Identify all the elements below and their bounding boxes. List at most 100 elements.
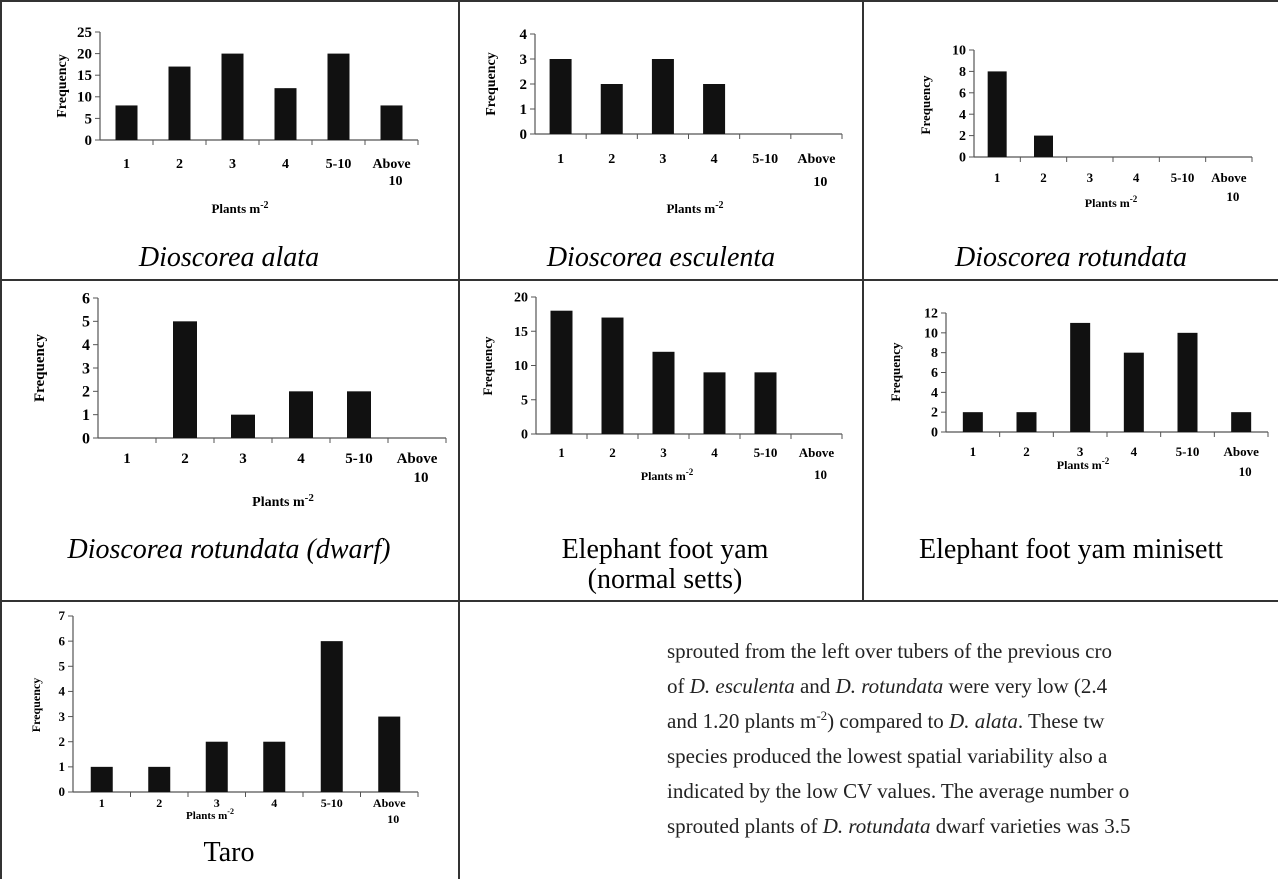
- chart-panel-taro: 0 1 2 3 4 5 6 7 1 2 3 4 5-10 Above 10 Frequency Plants m…: [0, 602, 458, 879]
- x-tick-label: 3: [1077, 444, 1084, 459]
- bar: [320, 641, 343, 792]
- x-tick-label: 4: [711, 152, 718, 167]
- body-text-span: ) compared to: [827, 709, 950, 733]
- bar: [263, 741, 286, 792]
- y-tick-label: 10: [952, 44, 966, 59]
- body-line: of D. esculenta and D. rotundata were ve…: [667, 669, 1278, 704]
- y-tick-label: 15: [77, 68, 92, 84]
- body-text-span: dwarf varieties was 3.5: [930, 814, 1131, 838]
- x-tick-label: 2: [1040, 170, 1047, 185]
- species-name: D. esculenta: [689, 674, 795, 698]
- x-tick-label: 3: [659, 152, 666, 167]
- bar: [1034, 135, 1053, 157]
- x-axis-label-text: Plants m: [641, 469, 686, 483]
- y-tick-label: 20: [77, 47, 92, 63]
- x-tick-label: 5-10: [752, 152, 778, 167]
- x-axis-label: Plants m-2: [252, 492, 314, 510]
- x-tick-label: 2: [609, 445, 616, 460]
- chart-panel-elephant-foot-yam-normal: 0 5 10 15 20 1 2 3 4 5-10 Above 10 Frequency Plants m…: [460, 281, 862, 600]
- x-tick-label: 1: [557, 152, 564, 167]
- y-tick-label: 5: [521, 393, 528, 408]
- chart-panel-dioscorea-rotundata: 0 2 4 6 8 10 1 2 3 4 5-10 Above 10 Frequency Plants m-…: [864, 0, 1278, 279]
- chart-panel-dioscorea-alata: 0 5 10 15 20 25 1 2 3 4 5-10 Above 10 Frequency Plants…: [0, 0, 458, 279]
- y-axis-label: Frequency: [888, 342, 903, 401]
- y-tick-label: 20: [514, 291, 528, 306]
- y-tick-label: 6: [59, 633, 66, 648]
- y-tick-label: 3: [82, 360, 90, 377]
- y-tick-label: 2: [931, 406, 938, 421]
- y-tick-label: 5: [85, 111, 93, 127]
- bar: [274, 88, 297, 140]
- x-axis-label-text: Plants m: [1057, 458, 1102, 472]
- x-axis-label-superscript: -2: [305, 492, 315, 504]
- table-divider-v1: [458, 0, 460, 879]
- y-axis-label: Frequency: [480, 336, 495, 395]
- x-tick-label-line2: 10: [414, 470, 429, 486]
- x-tick-label: Above: [397, 451, 438, 467]
- y-tick-label: 15: [514, 325, 528, 340]
- y-tick-label: 10: [77, 90, 92, 106]
- bar: [115, 105, 138, 140]
- y-tick-label: 4: [931, 386, 938, 401]
- x-axis-label: Plants m-2: [1057, 456, 1110, 472]
- x-tick-label: 5-10: [1176, 444, 1200, 459]
- y-tick-label: 0: [959, 151, 966, 166]
- x-axis-label-text: Plants m: [186, 810, 227, 822]
- chart-caption: Dioscorea alata: [138, 242, 320, 273]
- x-tick-label: 1: [123, 157, 130, 172]
- y-tick-label: 12: [924, 307, 938, 322]
- bar: [231, 414, 255, 438]
- bar: [962, 412, 983, 432]
- y-tick-label: 2: [59, 734, 66, 749]
- x-axis-label: Plants m-2: [641, 467, 694, 483]
- x-tick-label: 5-10: [754, 445, 778, 460]
- bar: [1016, 412, 1037, 432]
- y-tick-label: 2: [82, 384, 90, 401]
- x-tick-label: 4: [1133, 170, 1140, 185]
- bar: [600, 84, 623, 134]
- bar-chart: 0 1 2 3 4 5 6 7 1 2 3 4 5-10 Above 10 Frequency Plants m…: [29, 608, 419, 826]
- y-tick-label: 3: [59, 709, 66, 724]
- x-axis-label-text: Plants m: [1085, 196, 1130, 210]
- bar: [1070, 322, 1091, 432]
- y-tick-label: 4: [959, 108, 966, 123]
- x-tick-label-line2: 10: [814, 467, 827, 482]
- x-tick-label: 3: [214, 796, 220, 810]
- bar-chart: 0 1 2 3 4 1 2 3 4 5-10 Above 10 Frequency Plants m-2: [484, 27, 843, 216]
- x-tick-label: 3: [229, 157, 236, 172]
- body-text-span: of: [667, 674, 690, 698]
- body-text-span: and: [794, 674, 836, 698]
- bar: [1231, 412, 1252, 432]
- x-axis-label: Plants m-2: [1085, 194, 1138, 210]
- table-divider-h1: [0, 279, 1278, 281]
- y-tick-label: 8: [931, 346, 938, 361]
- body-text-span: . These tw: [1017, 709, 1105, 733]
- y-tick-label: 10: [514, 359, 528, 374]
- y-tick-label: 6: [82, 290, 90, 307]
- chart-caption: Taro: [203, 837, 255, 868]
- x-tick-label: 4: [1131, 444, 1138, 459]
- x-tick-label-line2: 10: [389, 174, 403, 189]
- x-tick-label: Above: [373, 796, 406, 810]
- y-tick-label: 0: [931, 426, 938, 441]
- y-tick-label: 4: [59, 684, 66, 699]
- y-tick-label: 3: [520, 52, 528, 68]
- x-tick-label: 2: [156, 796, 162, 810]
- body-text-span: and 1.20 plants m: [667, 709, 817, 733]
- body-line: indicated by the low CV values. The aver…: [667, 774, 1278, 809]
- y-tick-label: 0: [59, 784, 66, 799]
- x-axis-label-superscript: -2: [1130, 194, 1138, 204]
- y-axis-label: Frequency: [918, 75, 933, 134]
- y-tick-label: 4: [82, 337, 90, 354]
- body-text-span: sprouted plants of: [667, 814, 823, 838]
- bar: [601, 317, 624, 434]
- table-divider-v2: [862, 0, 864, 600]
- bar: [987, 71, 1007, 157]
- y-tick-label: 2: [959, 129, 966, 144]
- x-tick-label: 4: [297, 451, 305, 467]
- species-name: D. rotundata: [822, 814, 931, 838]
- body-text-span: were very low (2.4: [943, 674, 1108, 698]
- x-tick-label-line2: 10: [813, 175, 827, 190]
- body-line: species produced the lowest spatial vari…: [667, 739, 1278, 774]
- y-tick-label: 1: [82, 407, 90, 424]
